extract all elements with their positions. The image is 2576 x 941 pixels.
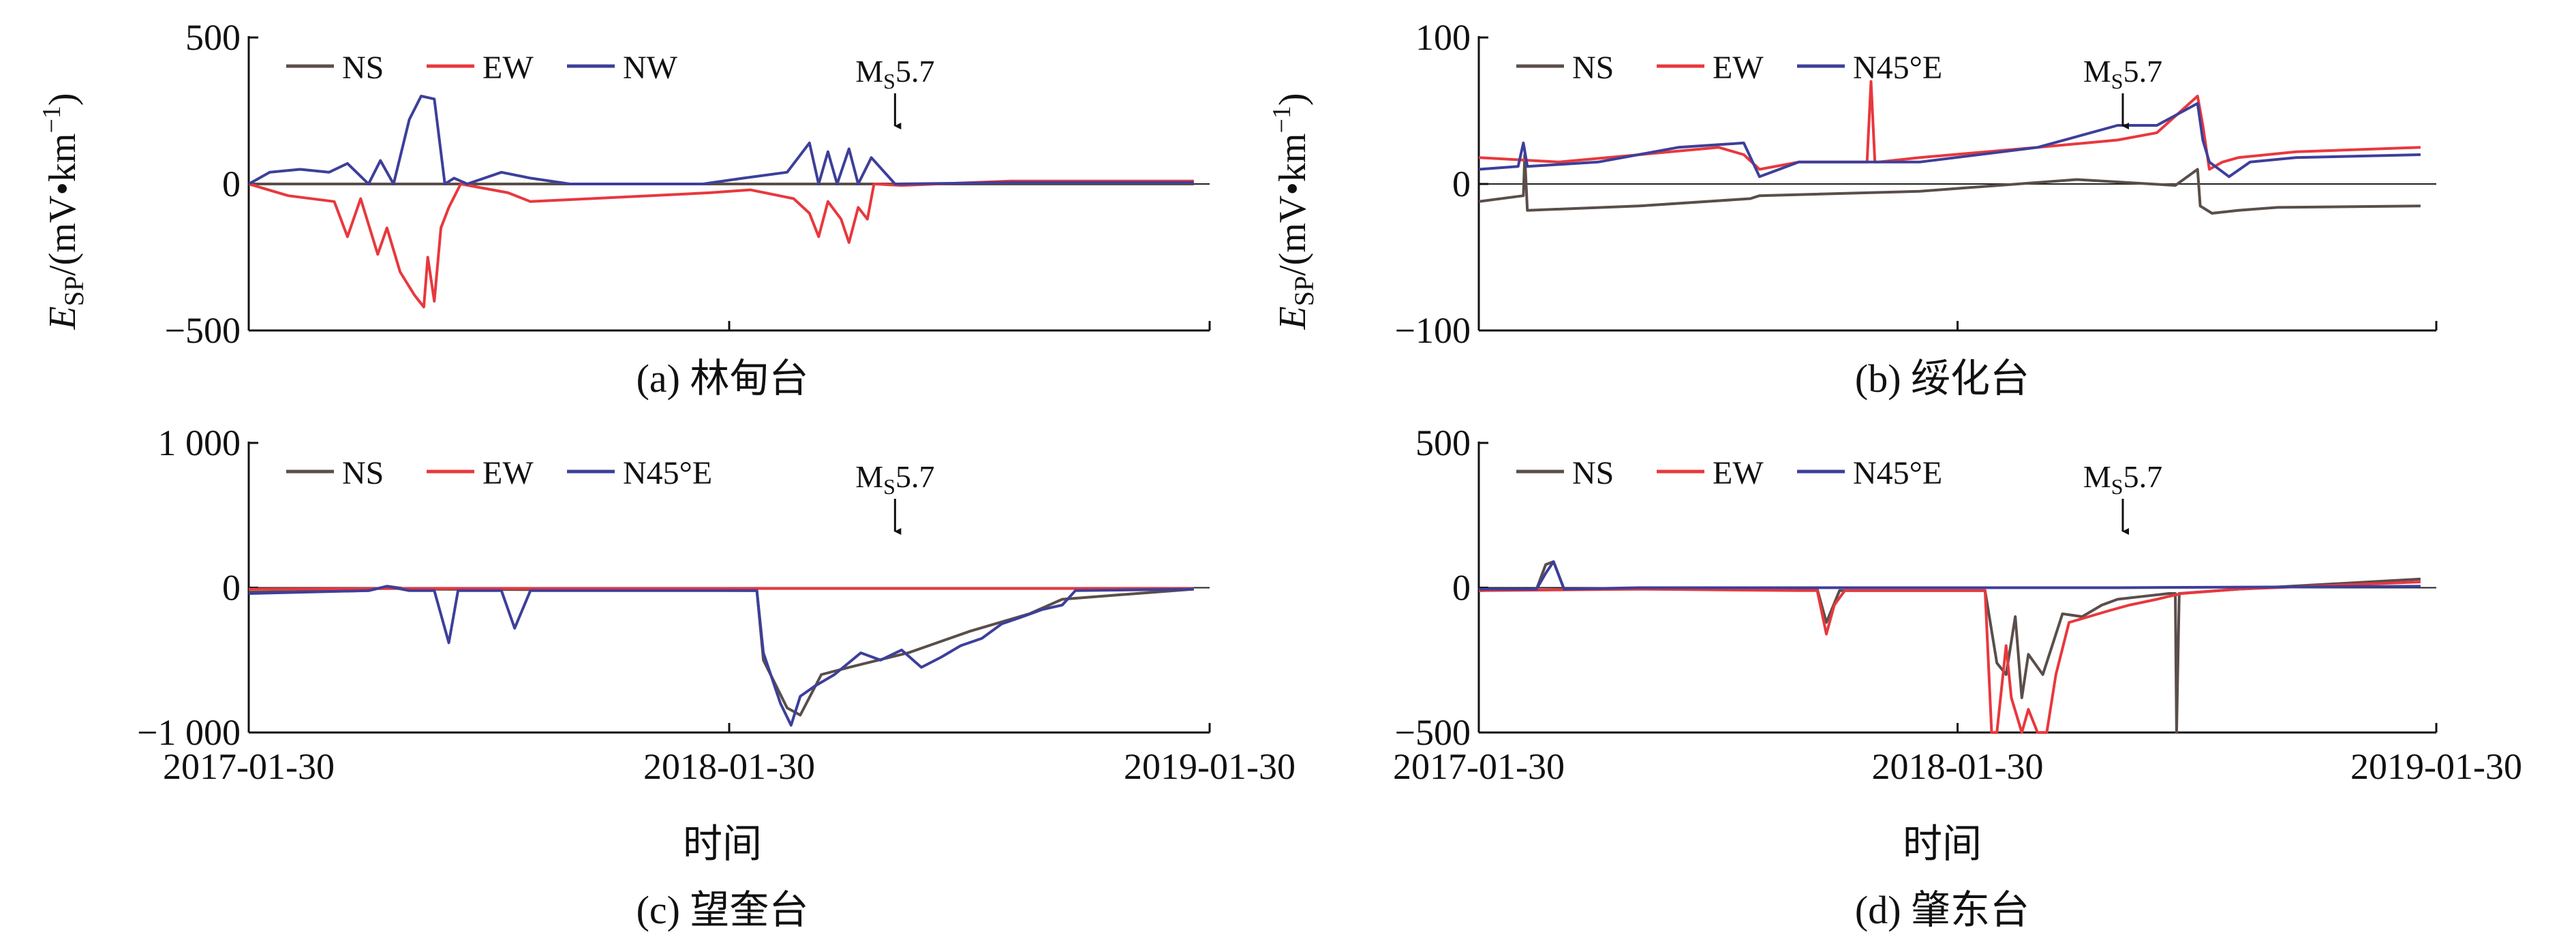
panel-caption-a: (a) 林甸台 bbox=[637, 356, 809, 401]
legend-label: N45°E bbox=[623, 455, 712, 491]
y-axis-label: ESP/(mV•km−1) bbox=[37, 93, 89, 330]
series-group bbox=[249, 95, 1194, 309]
legend-label: NS bbox=[1572, 50, 1614, 86]
panel-caption-b: (b) 绥化台 bbox=[1855, 356, 2029, 401]
legend-label: NW bbox=[623, 50, 678, 86]
legend-label: N45°E bbox=[1853, 50, 1942, 86]
legend: NS EW NW bbox=[286, 50, 678, 86]
x-tick-label: 2018-01-30 bbox=[1872, 746, 2044, 787]
x-tick-label: 2019-01-30 bbox=[1124, 746, 1295, 787]
legend: NS EW N45°E bbox=[1516, 455, 1942, 491]
legend: NS EW N45°E bbox=[1516, 50, 1942, 86]
y-tick-label: −500 bbox=[165, 310, 241, 351]
legend: NS EW N45°E bbox=[286, 455, 712, 491]
date-axis-label-left: 时间 bbox=[683, 822, 762, 866]
legend-label: NS bbox=[342, 50, 384, 86]
legend-label: EW bbox=[482, 50, 534, 86]
y-axis-label: ESP/(mV•km−1) bbox=[1268, 93, 1319, 330]
y-tick-label: 100 bbox=[1415, 17, 1471, 58]
chart-panel-b: 100 0 −100 NS EW N45°E MS5.7 ESP/(mV•km−1) bbox=[1268, 17, 2438, 351]
y-tick-label: −1 000 bbox=[137, 712, 241, 753]
y-tick-label: 1 000 bbox=[158, 422, 241, 463]
y-tick-label: 500 bbox=[185, 17, 241, 58]
chart-panel-a: 500 0 −500 NS EW NW MS5.7 ESP/(mV•km−1) bbox=[37, 17, 1211, 351]
series-group bbox=[1479, 80, 2421, 215]
series-group bbox=[249, 585, 1194, 727]
panel-caption-d: (d) 肇东台 bbox=[1855, 888, 2029, 932]
legend-label: NS bbox=[342, 455, 384, 491]
event-label: MS5.7 bbox=[855, 54, 934, 93]
series-line-NW bbox=[249, 95, 1194, 185]
y-tick-label: 0 bbox=[1452, 568, 1471, 608]
series-line-NS bbox=[1479, 153, 2421, 215]
y-tick-label: 0 bbox=[222, 164, 241, 204]
series-line-N45°E bbox=[1479, 560, 2421, 591]
panel-caption-c: (c) 望奎台 bbox=[637, 888, 809, 932]
series-line-N45°E bbox=[1479, 102, 2421, 179]
legend-label: N45°E bbox=[1853, 455, 1942, 491]
legend-label: EW bbox=[482, 455, 534, 491]
event-label: MS5.7 bbox=[2083, 54, 2162, 93]
legend-label: NS bbox=[1572, 455, 1614, 491]
series-line-EW bbox=[249, 179, 1194, 309]
series-line-N45°E bbox=[249, 585, 1194, 727]
y-tick-label: 0 bbox=[222, 568, 241, 608]
x-tick-label: 2017-01-30 bbox=[1393, 746, 1565, 787]
series-line-EW bbox=[1479, 581, 2421, 734]
y-tick-label: 500 bbox=[1415, 422, 1471, 463]
date-axis-label-right: 时间 bbox=[1903, 822, 1982, 866]
x-tick-label: 2019-01-30 bbox=[2350, 746, 2522, 787]
event-label: MS5.7 bbox=[2083, 459, 2162, 499]
y-tick-label: −100 bbox=[1395, 310, 1471, 351]
event-label: MS5.7 bbox=[855, 459, 934, 499]
x-tick-label: 2018-01-30 bbox=[643, 746, 815, 787]
x-tick-label: 2017-01-30 bbox=[163, 746, 335, 787]
series-group bbox=[1479, 560, 2421, 734]
series-line-NS bbox=[249, 585, 1194, 717]
y-tick-label: 0 bbox=[1452, 164, 1471, 204]
series-line-EW bbox=[1479, 80, 2421, 171]
legend-label: EW bbox=[1713, 455, 1764, 491]
legend-label: EW bbox=[1713, 50, 1764, 86]
y-tick-label: −500 bbox=[1395, 712, 1471, 753]
